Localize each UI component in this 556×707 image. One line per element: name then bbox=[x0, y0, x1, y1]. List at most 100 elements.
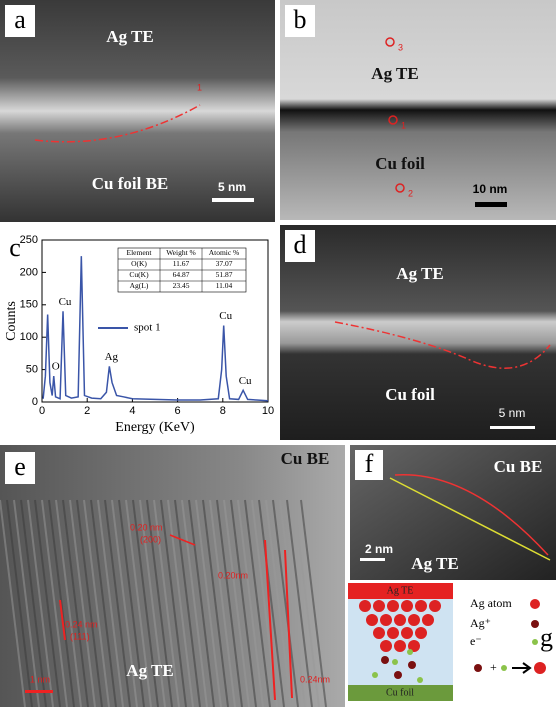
fringe bbox=[48, 499, 75, 707]
fringe bbox=[125, 499, 152, 707]
y-tick-label: 0 bbox=[32, 396, 38, 408]
table-cell: 11.04 bbox=[216, 281, 233, 290]
x-tick-label: 0 bbox=[39, 405, 45, 417]
y-tick-label: 150 bbox=[20, 299, 38, 311]
fringe bbox=[111, 499, 138, 707]
spacing-label: 0.24nm bbox=[300, 674, 330, 684]
fringe bbox=[62, 499, 89, 707]
layer-label: Ag TE bbox=[371, 64, 418, 83]
fringe bbox=[230, 499, 257, 707]
y-tick-label: 250 bbox=[20, 234, 38, 246]
peak-label: Cu bbox=[239, 375, 252, 387]
ag-atom bbox=[401, 600, 413, 612]
label-box bbox=[5, 5, 35, 37]
spot bbox=[385, 37, 395, 47]
reaction-electron bbox=[501, 665, 507, 671]
fringe bbox=[27, 499, 54, 707]
table-cell: 23.45 bbox=[173, 281, 190, 290]
fringe bbox=[300, 499, 327, 707]
fringe bbox=[34, 499, 61, 707]
table-cell: 37.07 bbox=[216, 259, 233, 268]
x-tick-label: 2 bbox=[84, 405, 90, 417]
ag-atom bbox=[373, 600, 385, 612]
micrograph-a bbox=[0, 0, 275, 222]
x-tick-label: 10 bbox=[262, 405, 274, 417]
ag-ion bbox=[394, 671, 402, 679]
table-cell: 11.67 bbox=[173, 259, 190, 268]
scale-label: 2 nm bbox=[365, 542, 393, 556]
spot-marker: 1 bbox=[197, 82, 202, 92]
micrograph-f bbox=[350, 445, 556, 580]
spot-marker: 1 bbox=[401, 120, 406, 130]
x-tick-label: 6 bbox=[175, 405, 181, 417]
ag-atom bbox=[415, 627, 427, 639]
ag-atom bbox=[422, 614, 434, 626]
table-cell: Ag(L) bbox=[130, 281, 149, 290]
table-header: Weight % bbox=[166, 248, 196, 257]
layer-label: Ag TE bbox=[396, 264, 443, 283]
electron bbox=[417, 677, 423, 683]
fringe bbox=[55, 499, 82, 707]
micrograph-b bbox=[280, 0, 556, 220]
scale-bar bbox=[475, 202, 507, 207]
reaction-arrow bbox=[512, 662, 532, 674]
ag-atom bbox=[415, 600, 427, 612]
panel-label: d bbox=[294, 230, 307, 259]
ag-atom bbox=[387, 627, 399, 639]
legend-ball bbox=[530, 599, 540, 609]
spacing-label: 0.24 nm bbox=[65, 619, 98, 629]
guide-line bbox=[389, 477, 551, 561]
layer-label: Cu BE bbox=[494, 457, 543, 476]
ag-atom bbox=[366, 614, 378, 626]
ag-atom bbox=[401, 627, 413, 639]
label-box bbox=[355, 450, 383, 480]
peak-label: Cu bbox=[59, 296, 72, 308]
measure-line bbox=[59, 599, 66, 641]
peak-label: Ag bbox=[105, 351, 119, 363]
scale-bar bbox=[212, 198, 254, 202]
reaction-plus: + bbox=[490, 660, 497, 674]
fringe bbox=[272, 499, 299, 707]
legend-ion bbox=[531, 620, 539, 628]
fringe bbox=[139, 499, 166, 707]
table-cell: Cu(K) bbox=[129, 270, 149, 279]
ag-ion bbox=[381, 656, 389, 664]
electron bbox=[392, 659, 398, 665]
fringe bbox=[20, 499, 47, 707]
peak-label: Cu bbox=[219, 310, 232, 322]
fringe bbox=[293, 499, 320, 707]
ag-atom bbox=[408, 640, 420, 652]
legend-electron bbox=[532, 639, 538, 645]
scale-label: 5 nm bbox=[218, 180, 246, 194]
y-tick-label: 100 bbox=[20, 331, 38, 343]
scale-bar bbox=[360, 558, 385, 561]
plane-label: (200) bbox=[140, 534, 161, 544]
panel-label: b bbox=[294, 5, 307, 34]
panel-label: c bbox=[9, 233, 21, 262]
layer-label: Cu foil bbox=[375, 154, 425, 173]
ag-atom bbox=[394, 614, 406, 626]
fringe bbox=[265, 499, 292, 707]
legend-label: Ag⁺ bbox=[470, 616, 491, 630]
bottom-electrode bbox=[348, 685, 453, 701]
fringe bbox=[167, 499, 194, 707]
fringe bbox=[188, 499, 215, 707]
ag-atom bbox=[359, 600, 371, 612]
electron bbox=[372, 672, 378, 678]
fringe bbox=[244, 499, 271, 707]
fringe bbox=[76, 499, 103, 707]
eds-table: Element Weight % Atomic % O(K) 11.67 37.07 Cu(… bbox=[117, 247, 247, 293]
label-box bbox=[285, 5, 315, 37]
fringe bbox=[83, 499, 110, 707]
fringe bbox=[6, 499, 33, 707]
peak-label: O bbox=[52, 361, 60, 373]
layer-label: Ag TE bbox=[106, 27, 153, 46]
fringe bbox=[153, 499, 180, 707]
legend-label: e⁻ bbox=[470, 634, 482, 648]
fringe bbox=[223, 499, 250, 707]
scale-label: 10 nm bbox=[473, 182, 508, 196]
spot-marker: 2 bbox=[408, 188, 413, 198]
label-box bbox=[5, 452, 35, 484]
measure-line bbox=[264, 539, 276, 701]
